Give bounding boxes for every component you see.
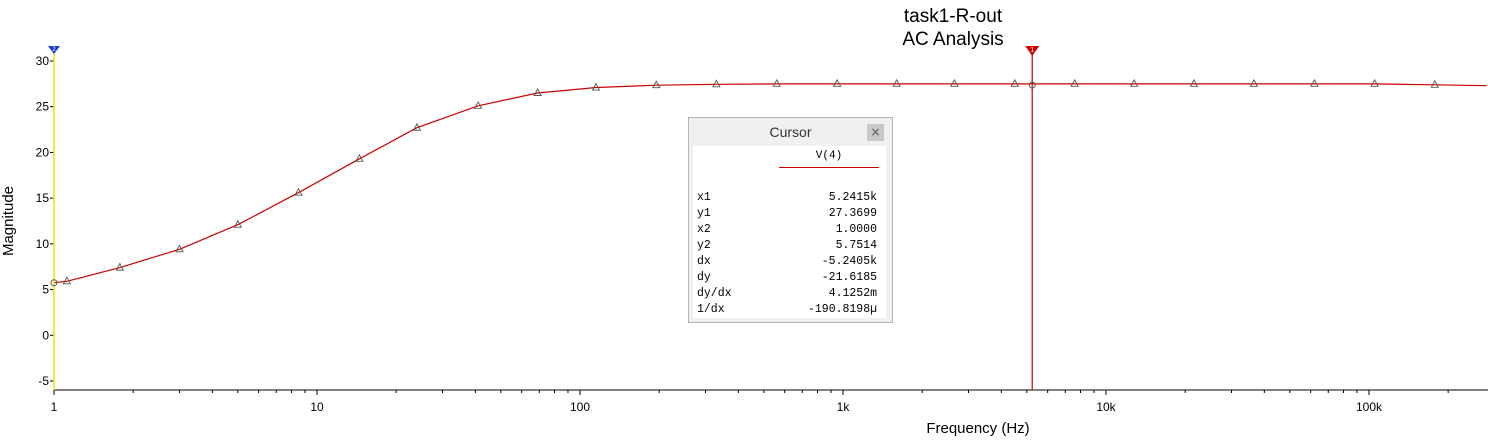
series-marker — [1310, 78, 1319, 87]
cursor-row-value: 27.3699 — [828, 207, 877, 220]
cursor-row-label: dx — [697, 255, 711, 268]
cursor-series-swatch — [779, 167, 879, 168]
series-marker — [62, 276, 72, 285]
series-marker — [950, 78, 959, 87]
cursor-row-dydx: dy/dx 4.1252m — [697, 287, 877, 303]
series-marker — [1010, 78, 1020, 87]
cursor-row-label: x2 — [697, 223, 711, 236]
cursor-1-point — [1028, 81, 1036, 89]
series-marker — [294, 187, 303, 196]
y-tick-label: -5 — [38, 374, 49, 388]
y-tick-label: 30 — [36, 54, 50, 68]
y-tick-label: 15 — [36, 191, 50, 205]
series-marker — [355, 153, 364, 162]
cursor-row-label: dy — [697, 271, 711, 284]
cursor-panel-title: Cursor — [769, 124, 812, 140]
cursor-row-value: 5.7514 — [835, 239, 877, 252]
cursor-row-label: x1 — [697, 191, 711, 204]
cursor-1-handle — [1025, 46, 1040, 56]
series-marker — [652, 80, 661, 89]
x-tick-label: 10k — [1096, 400, 1116, 414]
cursor-row-label: y2 — [697, 239, 711, 252]
x-tick-label: 10 — [310, 400, 324, 414]
cursor-panel-body: V(4) x1 5.2415k y1 27.3699 x2 1.0000 y2 … — [693, 146, 886, 318]
x-tick-label: 100k — [1356, 400, 1383, 414]
cursor-2-id: 2 — [52, 47, 56, 53]
series-marker — [1189, 78, 1199, 87]
y-tick-label: 0 — [42, 328, 49, 342]
cursor-row-label: dy/dx — [697, 287, 732, 300]
series-marker — [175, 244, 184, 253]
cursor-row-value: -190.8198µ — [807, 303, 877, 316]
series-line — [53, 83, 1487, 284]
x-tick-label: 1 — [51, 400, 58, 414]
cursor-series-name: V(4) — [815, 150, 843, 162]
cursor-row-label: y1 — [697, 207, 711, 220]
cursor-row-x2: x2 1.0000 — [697, 223, 877, 239]
chart-title-line1: task1-R-out — [903, 6, 1003, 27]
cursor-row-y1: y1 27.3699 — [697, 207, 877, 223]
x-axis-title: Frequency (Hz) — [926, 420, 1029, 437]
cursor-2-handle — [48, 46, 60, 54]
series-marker — [1430, 79, 1440, 88]
series-marker — [473, 100, 483, 109]
cursor-row-dx: dx -5.2405k — [697, 255, 877, 271]
cursor-row-dy: dy -21.6185 — [697, 271, 877, 287]
cursor-2-point — [50, 279, 58, 287]
series-marker — [412, 122, 422, 131]
cursor-row-value: -21.6185 — [821, 271, 877, 284]
series-marker — [1370, 78, 1379, 87]
cursor-panel[interactable]: Cursor × V(4) x1 5.2415k y1 27.3699 x2 1… — [688, 117, 893, 323]
cursor-row-x1: x1 5.2415k — [697, 191, 877, 207]
y-tick-label: 25 — [36, 100, 50, 114]
cursor-1-id: 1 — [1030, 47, 1034, 54]
series-marker — [1129, 78, 1139, 87]
series-marker — [533, 88, 542, 96]
series-marker — [591, 82, 601, 91]
cursor-row-inv-dx: 1/dx -190.8198µ — [697, 303, 877, 319]
series-marker — [832, 78, 842, 87]
series-marker — [712, 79, 721, 88]
close-icon[interactable]: × — [867, 124, 884, 141]
y-axis-title: Magnitude — [0, 186, 17, 256]
y-tick-label: 20 — [36, 145, 50, 159]
series-marker — [115, 262, 125, 271]
cursor-row-value: 5.2415k — [828, 191, 877, 204]
cursor-row-label: 1/dx — [697, 303, 725, 316]
x-tick-label: 1k — [837, 400, 851, 414]
series-marker — [1249, 78, 1259, 87]
series-marker — [1070, 78, 1079, 87]
cursor-row-value: 4.1252m — [828, 287, 877, 300]
series-marker — [892, 78, 901, 87]
y-tick-label: 10 — [36, 237, 50, 251]
cursor-row-value: 1.0000 — [835, 223, 877, 236]
chart-title-line2: AC Analysis — [902, 29, 1004, 50]
cursor-row-y2: y2 5.7514 — [697, 239, 877, 255]
cursor-panel-header[interactable]: Cursor × — [689, 118, 892, 146]
x-tick-label: 100 — [570, 400, 590, 414]
series-marker — [772, 78, 782, 87]
cursor-row-value: -5.2405k — [821, 255, 877, 268]
y-tick-label: 5 — [42, 283, 49, 297]
series-marker — [233, 219, 243, 228]
